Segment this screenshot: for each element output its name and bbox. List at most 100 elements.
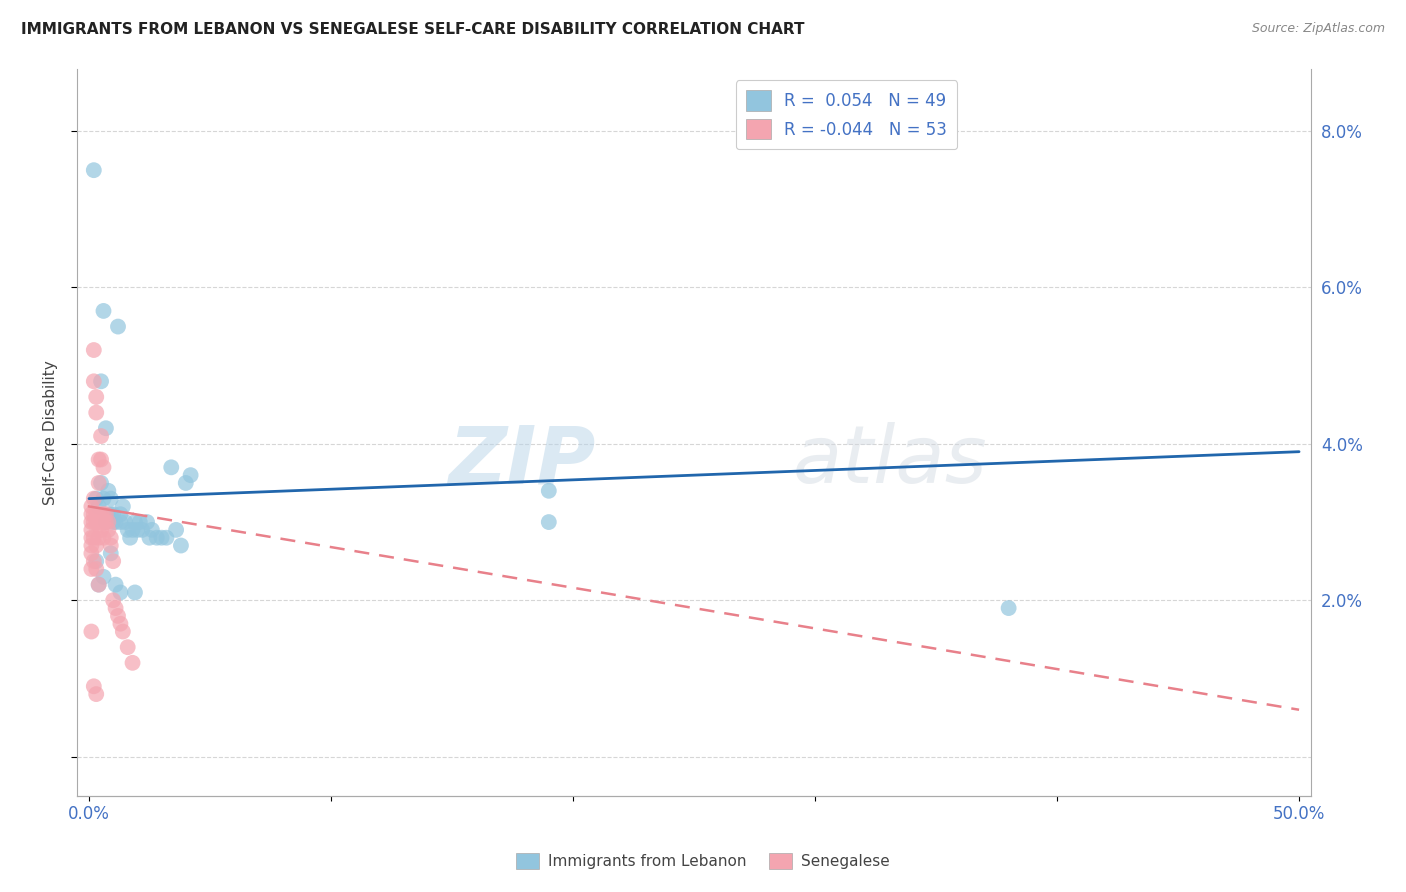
Point — [93, 531, 115, 545]
Point — [84, 687, 107, 701]
Point — [120, 531, 142, 545]
Point — [104, 515, 127, 529]
Point — [138, 531, 160, 545]
Point — [107, 608, 129, 623]
Point — [83, 508, 105, 522]
Point — [87, 577, 110, 591]
Point — [121, 523, 143, 537]
Point — [84, 390, 107, 404]
Point — [80, 539, 103, 553]
Point — [117, 640, 139, 655]
Point — [83, 374, 105, 388]
Text: Source: ZipAtlas.com: Source: ZipAtlas.com — [1251, 22, 1385, 36]
Point — [145, 531, 167, 545]
Point — [537, 483, 560, 498]
Point — [110, 508, 132, 522]
Point — [90, 475, 112, 490]
Point — [87, 515, 110, 529]
Y-axis label: Self-Care Disability: Self-Care Disability — [44, 359, 58, 505]
Point — [93, 460, 115, 475]
Point — [83, 531, 105, 545]
Point — [84, 491, 107, 506]
Point — [84, 554, 107, 568]
Point — [104, 577, 127, 591]
Point — [93, 515, 115, 529]
Point — [90, 429, 112, 443]
Point — [100, 546, 122, 560]
Point — [90, 523, 112, 537]
Point — [83, 554, 105, 568]
Point — [124, 515, 146, 529]
Point — [136, 515, 159, 529]
Point — [180, 468, 202, 483]
Point — [97, 483, 120, 498]
Point — [160, 460, 183, 475]
Point — [80, 624, 103, 639]
Point — [93, 304, 115, 318]
Point — [84, 406, 107, 420]
Text: atlas: atlas — [793, 422, 987, 500]
Point — [107, 319, 129, 334]
Point — [100, 508, 122, 522]
Point — [80, 523, 103, 537]
Point — [101, 515, 124, 529]
Text: IMMIGRANTS FROM LEBANON VS SENEGALESE SELF-CARE DISABILITY CORRELATION CHART: IMMIGRANTS FROM LEBANON VS SENEGALESE SE… — [21, 22, 804, 37]
Point — [84, 515, 107, 529]
Point — [131, 523, 153, 537]
Legend: Immigrants from Lebanon, Senegalese: Immigrants from Lebanon, Senegalese — [510, 847, 896, 875]
Point — [83, 491, 105, 506]
Point — [87, 475, 110, 490]
Point — [87, 452, 110, 467]
Point — [124, 585, 146, 599]
Point — [80, 515, 103, 529]
Point — [111, 624, 134, 639]
Point — [104, 601, 127, 615]
Point — [87, 577, 110, 591]
Legend: R =  0.054   N = 49, R = -0.044   N = 53: R = 0.054 N = 49, R = -0.044 N = 53 — [735, 80, 957, 150]
Point — [114, 515, 136, 529]
Point — [83, 163, 105, 178]
Point — [90, 452, 112, 467]
Point — [87, 508, 110, 522]
Point — [83, 343, 105, 357]
Point — [80, 500, 103, 514]
Point — [165, 523, 187, 537]
Point — [80, 562, 103, 576]
Point — [93, 570, 115, 584]
Point — [101, 508, 124, 522]
Point — [150, 531, 173, 545]
Point — [128, 515, 150, 529]
Point — [141, 523, 163, 537]
Point — [121, 656, 143, 670]
Point — [94, 515, 117, 529]
Point — [117, 523, 139, 537]
Point — [94, 508, 117, 522]
Point — [174, 475, 197, 490]
Point — [90, 374, 112, 388]
Point — [84, 508, 107, 522]
Point — [110, 616, 132, 631]
Point — [97, 515, 120, 529]
Point — [83, 515, 105, 529]
Point — [80, 531, 103, 545]
Point — [997, 601, 1019, 615]
Point — [90, 515, 112, 529]
Point — [155, 531, 177, 545]
Point — [97, 523, 120, 537]
Point — [111, 500, 134, 514]
Point — [101, 593, 124, 607]
Text: ZIP: ZIP — [449, 422, 595, 500]
Point — [80, 508, 103, 522]
Point — [110, 585, 132, 599]
Point — [94, 515, 117, 529]
Point — [100, 531, 122, 545]
Point — [93, 491, 115, 506]
Point — [127, 523, 149, 537]
Point — [84, 562, 107, 576]
Point — [100, 539, 122, 553]
Point — [537, 515, 560, 529]
Point — [90, 508, 112, 522]
Point — [97, 508, 120, 522]
Point — [100, 491, 122, 506]
Point — [80, 546, 103, 560]
